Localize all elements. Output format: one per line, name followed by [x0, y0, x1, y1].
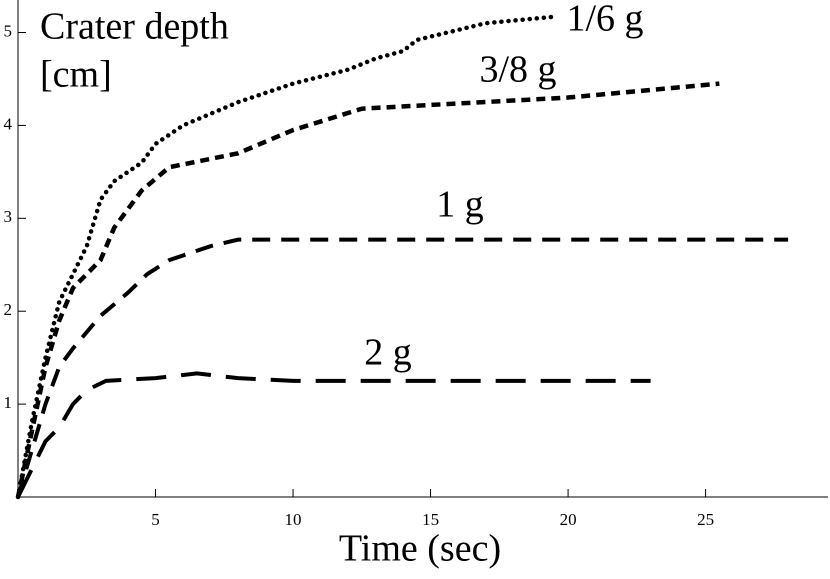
- y-tick-label: 5: [4, 21, 13, 40]
- y-tick-label: 4: [4, 114, 13, 133]
- series-label: 1 g: [436, 184, 484, 226]
- y-tick-label: 2: [4, 300, 13, 319]
- x-tick-label: 20: [560, 510, 577, 529]
- x-axis-label: Time (sec): [339, 528, 501, 570]
- x-tick-label: 5: [151, 510, 160, 529]
- y-tick-label: 1: [4, 393, 13, 412]
- x-tick-label: 25: [697, 510, 714, 529]
- y-axis-label: [cm]: [40, 54, 112, 96]
- series-line: [16, 371, 651, 498]
- x-tick-label: 15: [422, 510, 439, 529]
- series-label: 1/6 g: [566, 0, 643, 40]
- series-line: [15, 14, 557, 500]
- series-label: 3/8 g: [479, 49, 556, 91]
- series-label: 2 g: [364, 332, 412, 374]
- series-line: [15, 81, 720, 498]
- y-tick-label: 3: [4, 207, 13, 226]
- x-tick-label: 10: [285, 510, 302, 529]
- y-axis-label: Crater depth: [40, 6, 229, 48]
- series-line: [16, 237, 789, 498]
